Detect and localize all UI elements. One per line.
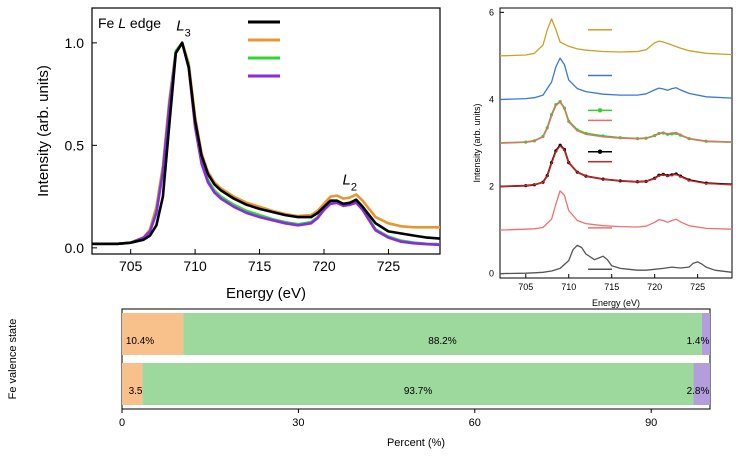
fe-l-edge-chart: 705 710 715 720 725 0.0 0.5 1.0 Energy (eV) Inten… xyxy=(0,0,470,310)
y-tick-label-a-1: 0.5 xyxy=(65,137,85,153)
x-tick-label-b-705: 705 xyxy=(518,282,533,292)
bar-segment-c-0-1 xyxy=(183,313,702,355)
x-axis-label-c: Percent (%) xyxy=(387,437,445,449)
series-line-b-2 xyxy=(499,100,733,144)
series-line-b-3 xyxy=(499,101,733,144)
x-axis-label-a: Energy (eV) xyxy=(226,285,306,302)
bar-segment-c-1-0 xyxy=(122,363,143,405)
series-line-b-7 xyxy=(499,244,733,275)
x-tick-label-a-710: 710 xyxy=(183,258,207,274)
valence-state-bar-chart: 10.4% 88.2% 1.4% 3.5% 93.7% 2.8% 0 30 60 90 Percen… xyxy=(0,305,736,453)
fe-l-edge-chart-svg: 705 710 715 720 725 0.0 0.5 1.0 Energy (eV) Inten… xyxy=(35,7,441,302)
chart-title-a: Fe L edge xyxy=(98,15,161,31)
bar-label-value-c-0-1: 88.2% xyxy=(428,336,456,347)
x-axis-label-b: Energy (eV) xyxy=(592,298,640,308)
x-tick-label-c-30: 30 xyxy=(292,417,304,429)
valence-state-bar-chart-svg: 10.4% 88.2% 1.4% 3.5% 93.7% 2.8% 0 30 60 90 Percen… xyxy=(7,308,711,449)
x-tick-label-a-725: 725 xyxy=(377,258,401,274)
y-tick-label-b-2: 2 xyxy=(489,182,494,192)
series-line-a-3 xyxy=(92,41,441,247)
y-tick-label-b-6: 6 xyxy=(489,7,494,17)
fitting-spectra-chart: 705 710 715 720 725 0 2 4 6 Energy (eV) Intensity … xyxy=(470,0,736,310)
bar-segment-c-0-0 xyxy=(122,313,184,355)
y-axis-label-a: Intensity (arb. units) xyxy=(35,65,52,197)
x-tick-label-a-715: 715 xyxy=(248,258,272,274)
fitting-spectra-chart-svg: 705 710 715 720 725 0 2 4 6 Energy (eV) Intensity … xyxy=(472,7,733,308)
y-axis-label-c: Fe valence state xyxy=(7,319,19,400)
series-line-a-2 xyxy=(92,41,441,246)
y-tick-label-a-0: 0.0 xyxy=(65,240,85,256)
series-line-a-1 xyxy=(92,41,440,246)
series-line-b-6 xyxy=(499,190,733,231)
x-tick-label-b-715: 715 xyxy=(604,282,619,292)
x-tick-label-c-60: 60 xyxy=(469,417,481,429)
x-tick-label-a-720: 720 xyxy=(312,258,336,274)
legend-marker-b-2 xyxy=(597,108,603,113)
peak-label-a-0: L3 xyxy=(176,18,190,40)
x-tick-label-b-720: 720 xyxy=(647,282,662,292)
series-line-b-5 xyxy=(499,145,733,188)
y-axis-label-b: Intensity (arb. units) xyxy=(472,103,482,182)
bar-label-value-c-0-0: 10.4% xyxy=(126,336,154,347)
bar-label-value-c-1-0: 3.5% xyxy=(129,386,152,397)
x-tick-label-a-705: 705 xyxy=(119,258,143,274)
bar-label-value-c-0-2: 1.4% xyxy=(687,336,710,347)
x-tick-label-b-725: 725 xyxy=(690,282,705,292)
y-tick-label-a-2: 1.0 xyxy=(65,35,85,51)
bar-label-value-c-1-2: 2.8% xyxy=(687,386,710,397)
bar-segment-c-1-2 xyxy=(693,363,710,405)
plot-frame-a xyxy=(91,7,441,255)
plot-frame-b xyxy=(499,7,733,279)
legend-marker-b-4 xyxy=(597,149,603,154)
bar-segment-c-0-2 xyxy=(701,313,710,355)
x-tick-label-b-710: 710 xyxy=(561,282,576,292)
series-line-a-0 xyxy=(92,41,441,246)
peak-label-a-1: L2 xyxy=(343,171,357,193)
series-line-b-0 xyxy=(499,18,733,57)
y-tick-label-b-4: 4 xyxy=(489,94,494,104)
bar-label-value-c-1-1: 93.7% xyxy=(404,386,432,397)
bar-segment-c-1-1 xyxy=(142,363,694,405)
y-tick-label-b-0: 0 xyxy=(489,269,494,279)
plot-frame-c xyxy=(121,308,711,410)
series-line-b-1 xyxy=(499,57,733,101)
x-tick-label-c-0: 0 xyxy=(119,417,125,429)
x-tick-label-c-90: 90 xyxy=(645,417,657,429)
